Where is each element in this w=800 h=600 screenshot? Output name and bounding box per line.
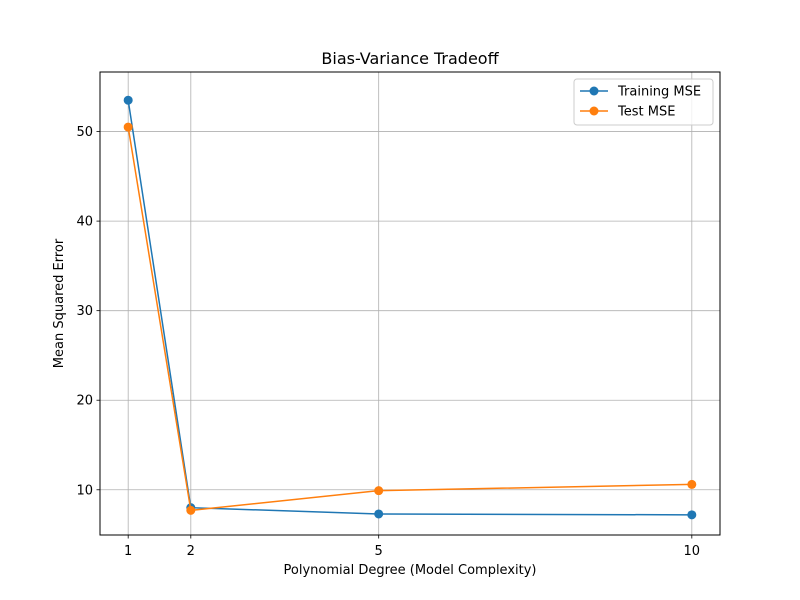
data-point-test [123,122,133,132]
legend-label-test: Test MSE [617,105,675,120]
x-tick-label: 2 [187,544,195,559]
series-line-test [127,126,692,512]
series-line-training [127,100,692,516]
x-axis-label: Polynomial Degree (Model Complexity) [284,563,537,578]
data-point-training [123,95,133,105]
data-point-test [186,505,196,515]
y-tick-label: 50 [76,125,93,140]
y-tick-label: 30 [76,304,93,319]
y-tick-label: 10 [76,483,93,498]
chart-title: Bias-Variance Tradeoff [321,49,499,68]
data-point-training [374,509,384,519]
legend-marker-training [589,86,599,96]
legend-frame [573,78,714,126]
x-tick-label: 10 [684,544,701,559]
legend: Training MSE Test MSE [573,78,714,126]
legend-label-training: Training MSE [617,85,701,100]
plot-area-frame [99,71,721,536]
x-tick-label: 1 [124,544,132,559]
series-group [123,95,697,520]
y-axis-label: Mean Squared Error [52,238,67,368]
axes: 1 2 5 10 10 20 30 40 50 [76,125,700,559]
data-point-training [687,510,697,520]
x-tick-label: 5 [375,544,383,559]
y-tick-label: 40 [76,215,93,230]
data-point-test [687,479,697,489]
grid [100,72,720,535]
data-point-test [374,486,384,496]
y-tick-label: 20 [76,394,93,409]
legend-marker-test [589,106,599,116]
